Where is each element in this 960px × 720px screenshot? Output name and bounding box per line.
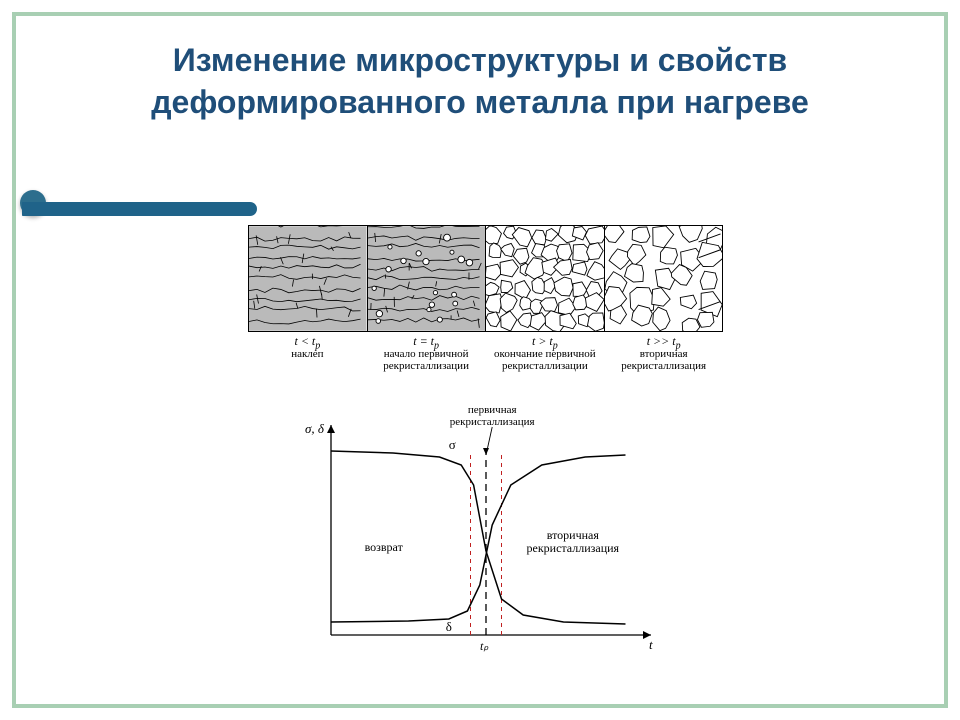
svg-text:вторичная: вторичная [547,528,600,542]
micro-cell-0 [249,226,368,331]
micro-cell-1 [368,226,487,331]
properties-chart: σ, δttₚσδвозвратпервичнаярекристаллизаци… [285,405,680,665]
svg-text:t: t [649,637,653,652]
micro-cell-2 [486,226,605,331]
svg-text:tₚ: tₚ [480,639,489,653]
svg-text:σ: σ [449,437,456,452]
slide: Изменение микроструктуры и свойств дефор… [0,0,960,720]
microstructure-figure: t < tрt = tрt > tрt >> tр наклепначало п… [248,225,723,372]
svg-text:рекристаллизация: рекристаллизация [450,416,535,428]
stage-label-2: окончание первичной рекристаллизации [486,349,605,372]
underline-decor [22,202,257,216]
micro-cell-3 [605,226,723,331]
stage-label-3: вторичная рекристаллизация [604,349,723,372]
svg-text:первичная: первичная [468,405,517,416]
stage-label-1: начало первичной рекристаллизации [367,349,486,372]
svg-text:рекристаллизация: рекристаллизация [527,541,620,555]
svg-text:δ: δ [446,619,452,634]
svg-text:возврат: возврат [365,540,404,554]
svg-text:σ, δ: σ, δ [305,421,325,436]
page-title: Изменение микроструктуры и свойств дефор… [60,40,900,123]
stage-label-0: наклеп [248,349,367,372]
